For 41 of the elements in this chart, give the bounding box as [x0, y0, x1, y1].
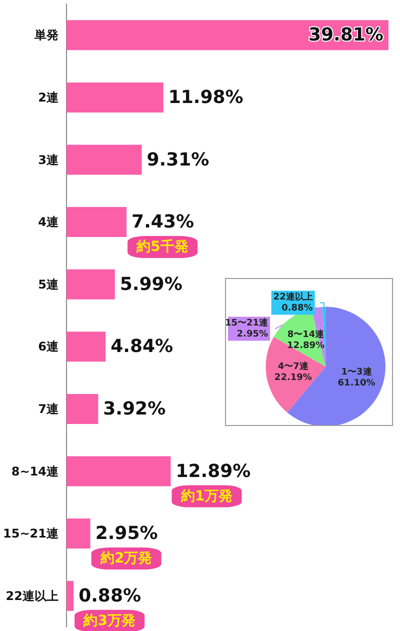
data-label: 39.81%	[308, 24, 384, 46]
slice-label: 22連以上	[273, 291, 313, 302]
bar	[66, 82, 164, 112]
bar	[66, 518, 90, 549]
y-tick-label: 5連	[38, 277, 60, 292]
data-label: 0.88%	[282, 303, 313, 314]
data-label: 5.99%	[120, 274, 182, 295]
data-label: 3.92%	[103, 398, 166, 420]
data-label: 4.84%	[110, 336, 174, 358]
y-tick-label: 8~14連	[11, 464, 60, 478]
y-tick-label: 15~21連	[3, 526, 60, 541]
bar	[66, 144, 142, 175]
bar	[66, 394, 98, 424]
bar	[66, 20, 388, 50]
data-label: 22.19%	[274, 372, 312, 383]
data-label: 2.95%	[236, 329, 268, 340]
bar	[66, 580, 74, 611]
annotation: 約2万発	[99, 550, 152, 567]
annotation: 約1万発	[180, 488, 233, 504]
bar	[66, 332, 106, 362]
data-label: 9.31%	[146, 149, 210, 170]
y-tick-label: 2連	[38, 90, 60, 104]
y-tick-label: 4連	[38, 215, 60, 230]
data-label: 0.88%	[78, 585, 142, 606]
annotation: 約3万発	[82, 612, 136, 629]
data-label: 7.43%	[132, 212, 194, 233]
y-tick-label: 単発	[33, 28, 58, 42]
slice-label: 4〜7連	[278, 360, 310, 372]
bar	[66, 207, 127, 238]
annotation: 約5千発	[136, 238, 188, 256]
y-tick-label: 6連	[38, 340, 60, 354]
y-tick-label: 22連以上	[6, 588, 58, 603]
data-label: 2.95%	[95, 523, 158, 544]
bar	[66, 456, 171, 486]
bar	[66, 269, 115, 300]
data-label: 12.89%	[176, 460, 251, 482]
y-tick-label: 3連	[38, 152, 60, 167]
data-label: 11.98%	[168, 86, 244, 108]
data-label: 61.10%	[338, 378, 376, 388]
slice-label: 1〜3連	[341, 366, 373, 378]
y-tick-label: 7連	[38, 402, 60, 416]
